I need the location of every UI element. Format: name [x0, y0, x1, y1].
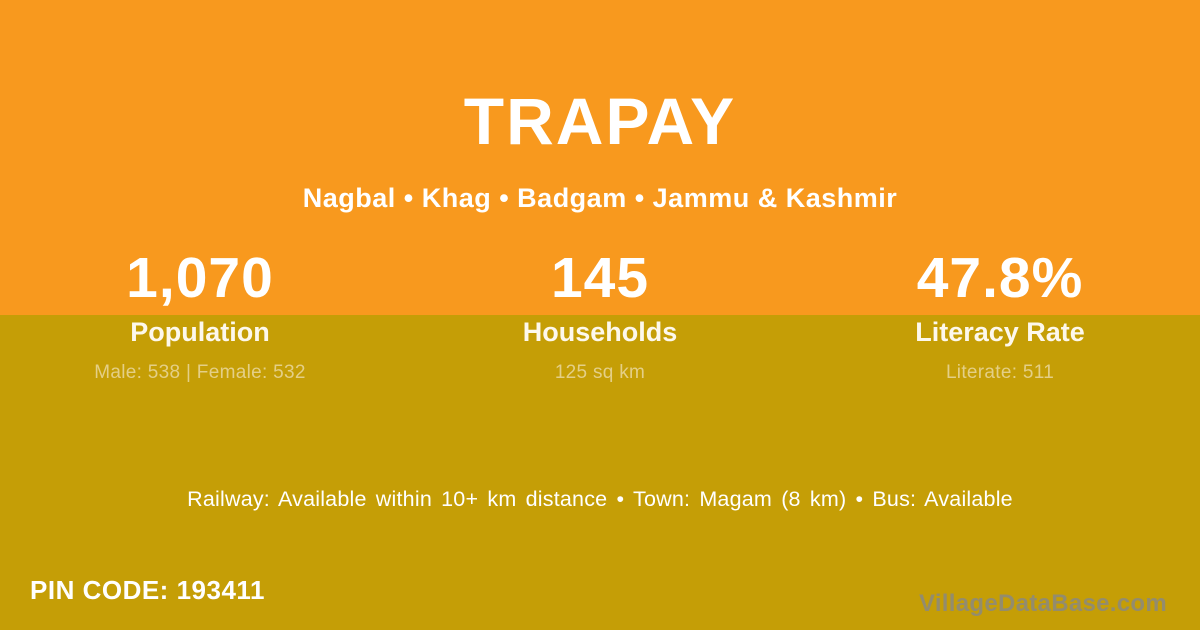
population-detail: Male: 538 | Female: 532 [94, 362, 306, 383]
population-value: 1,070 [126, 246, 274, 310]
watermark-site-name: VillageDataBase.com [918, 590, 1167, 617]
stat-population: 1,070 Population Male: 538 | Female: 532 [0, 248, 400, 384]
households-value: 145 [550, 246, 650, 310]
stat-literacy: 47.8% Literacy Rate Literate: 511 [800, 248, 1200, 384]
literacy-value: 47.8% [916, 246, 1084, 310]
stats-row: 1,070 Population Male: 538 | Female: 532… [0, 248, 1200, 384]
village-title: TRAPAY [463, 84, 737, 158]
literacy-detail: Literate: 511 [945, 362, 1055, 383]
population-label: Population [130, 317, 270, 347]
transport-info: Railway: Available within 10+ km distanc… [187, 487, 1013, 511]
households-detail: 125 sq km [554, 362, 646, 383]
location-breadcrumb: Nagbal • Khag • Badgam • Jammu & Kashmir [302, 183, 898, 213]
pin-code-value: 193411 [176, 575, 265, 605]
pin-code-label: PIN CODE: [30, 575, 169, 605]
pin-code: PIN CODE: 193411 [30, 575, 265, 606]
bottom-mustard-band [0, 315, 1200, 630]
households-label: Households [522, 317, 678, 347]
stat-households: 145 Households 125 sq km [400, 248, 800, 384]
literacy-label: Literacy Rate [915, 317, 1085, 347]
top-orange-band [0, 0, 1200, 315]
